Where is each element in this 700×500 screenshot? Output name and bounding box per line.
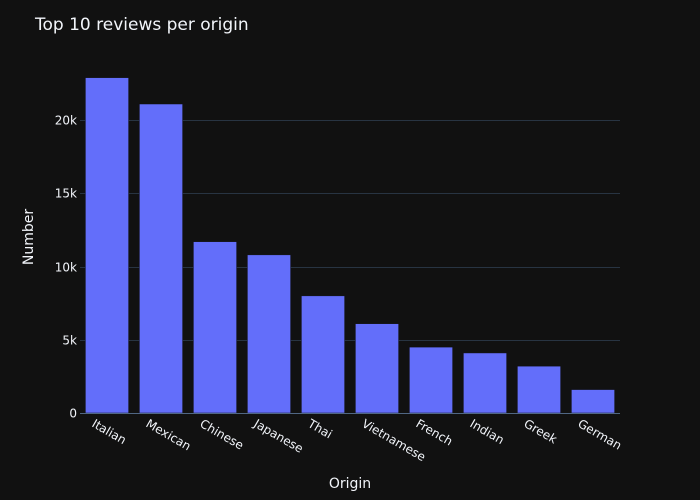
x-axis-title: Origin [329, 476, 371, 492]
bar-mexican [139, 103, 183, 414]
chart-title: Top 10 reviews per origin [34, 15, 249, 35]
y-tick-label: 10k [55, 261, 77, 275]
bar-greek [517, 365, 561, 414]
y-tick-label: 5k [62, 334, 77, 348]
y-axis-title: Number [21, 209, 37, 265]
bar-japanese [247, 254, 291, 414]
bar-german [571, 389, 615, 414]
bar-vietnamese [355, 323, 399, 414]
bar-italian [85, 77, 129, 414]
bar-indian [463, 352, 507, 414]
bar-thai [301, 295, 345, 414]
y-tick-label: 0 [69, 407, 77, 421]
y-tick-label: 20k [55, 114, 77, 128]
y-axis-ticks: 0 5k 10k 15k 20k [55, 114, 77, 421]
y-tick-label: 15k [55, 187, 77, 201]
bars [85, 77, 615, 414]
bar-chinese [193, 241, 237, 414]
bar-french [409, 346, 453, 414]
